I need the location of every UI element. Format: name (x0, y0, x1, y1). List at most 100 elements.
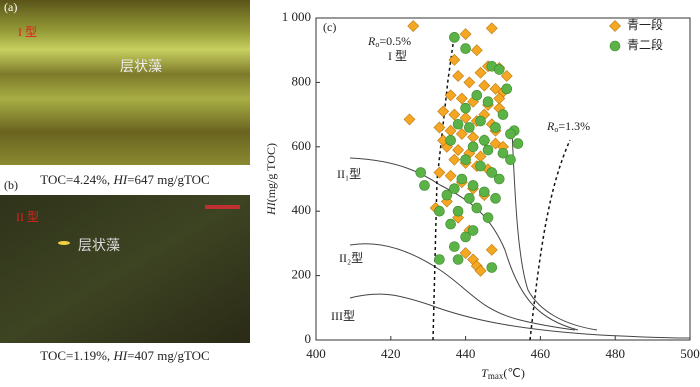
point (485, 243, 498, 256)
point (452, 70, 465, 82)
point (482, 96, 494, 108)
point (505, 154, 516, 165)
panel-annotation: 层状藻 (120, 59, 162, 75)
x-tick-label: 400 (306, 346, 326, 361)
point (485, 22, 498, 35)
point (407, 20, 420, 32)
text-part: R (546, 119, 555, 133)
text-part: (mg/g TOC) (264, 143, 278, 202)
point (445, 218, 456, 230)
point (459, 111, 472, 124)
x-tick-label: 420 (381, 346, 401, 361)
text-part: o (375, 40, 379, 49)
point (486, 167, 498, 178)
legend-label: 青一段 (627, 17, 663, 32)
point (463, 76, 476, 89)
text-part: (℃) (503, 366, 524, 380)
point (482, 212, 494, 223)
point (449, 241, 460, 252)
point (452, 254, 464, 265)
x-tick-label: 460 (531, 346, 551, 361)
point (460, 154, 471, 165)
ro-line (529, 139, 571, 341)
legend-marker (609, 40, 621, 52)
x-tick-label: 500 (680, 346, 700, 361)
scale-bar (205, 205, 240, 209)
point (470, 44, 483, 57)
point (475, 160, 486, 172)
point (444, 169, 457, 182)
text-part: III型 (331, 309, 355, 323)
point (486, 262, 498, 273)
x-axis-label: Tmax(℃) (481, 366, 525, 381)
point (444, 89, 457, 102)
point (467, 225, 479, 236)
point (475, 115, 486, 127)
point (434, 205, 445, 217)
y-tick-label: 0 (305, 331, 312, 346)
point (512, 138, 524, 149)
point (415, 167, 427, 178)
text-part: HI (264, 201, 278, 216)
point (471, 89, 483, 101)
y-tick-label: 1 000 (282, 9, 311, 24)
legend-marker (609, 20, 621, 32)
annotation: II₁型 (337, 167, 361, 181)
text-part: I 型 (388, 49, 407, 63)
point (448, 53, 461, 66)
x-tick-label: 480 (605, 346, 625, 361)
y-tick-label: 200 (292, 267, 312, 282)
point (493, 173, 505, 185)
x-tick-label: 440 (456, 346, 476, 361)
point (474, 66, 487, 79)
point (448, 108, 461, 121)
y-tick-label: 600 (292, 138, 312, 153)
text-part: o (554, 125, 558, 134)
point (478, 186, 490, 198)
panel-label: (b) (4, 178, 18, 192)
point (460, 43, 471, 54)
y-tick-label: 800 (292, 73, 312, 88)
point (433, 166, 446, 179)
annotation: I 型 (388, 49, 407, 63)
micrograph-a (0, 0, 250, 165)
point (464, 122, 475, 133)
point (490, 193, 501, 204)
micrograph-b (0, 195, 250, 343)
point (467, 131, 480, 144)
point (452, 144, 465, 156)
text-part: max (488, 371, 504, 381)
annotation: III型 (331, 309, 355, 323)
point (419, 180, 430, 191)
point (500, 70, 513, 82)
text-part: R (367, 34, 376, 48)
plot-frame (315, 17, 691, 341)
point (449, 32, 460, 43)
panel-tag: I 型 (18, 25, 37, 39)
point (464, 193, 475, 204)
panel-label: (c) (323, 20, 336, 34)
text-part: II₁型 (337, 167, 361, 181)
legend-label: 青二段 (627, 37, 663, 52)
particle (58, 241, 70, 245)
point (493, 92, 506, 105)
point (452, 118, 464, 130)
point (467, 180, 479, 191)
type-boundary (511, 129, 598, 331)
y-axis-label: HI(mg/g TOC) (264, 143, 278, 216)
point (497, 109, 509, 120)
point (478, 135, 490, 146)
text-part: =1.3% (558, 119, 590, 133)
point (478, 79, 491, 92)
text-part: =0.5% (379, 34, 411, 48)
panel-caption: TOC=1.19%, HI=407 mg/gTOC (40, 348, 209, 363)
point (455, 92, 468, 105)
panel-tag: II 型 (16, 210, 39, 224)
point (474, 264, 487, 277)
point (455, 127, 468, 140)
point (449, 183, 460, 194)
point (459, 28, 472, 41)
point (490, 122, 501, 133)
